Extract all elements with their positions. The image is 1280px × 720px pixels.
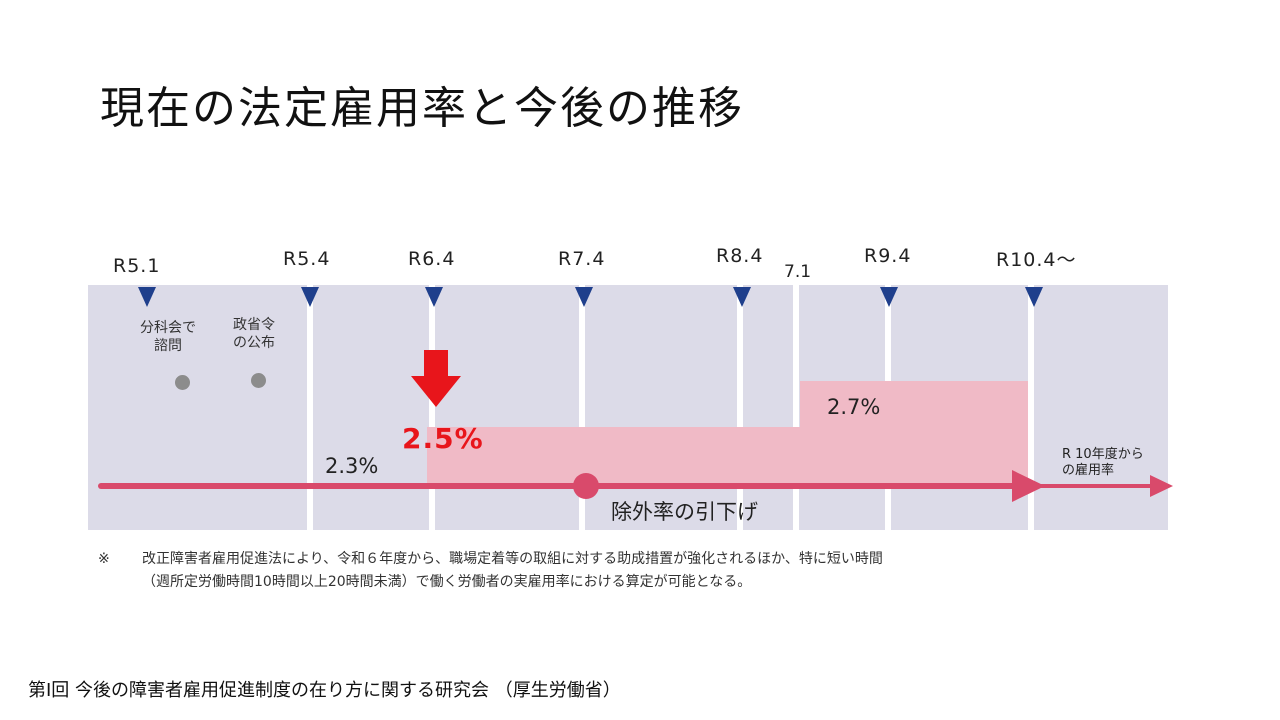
rate-area-2-5	[427, 427, 1028, 485]
separator-7-1	[793, 285, 799, 530]
footnote-mark: ※	[98, 551, 110, 567]
separator-r10-4	[1028, 285, 1034, 530]
footnote-line-1: 改正障害者雇用促進法により、令和６年度から、職場定着等の取組に対する助成措置が強…	[142, 551, 883, 567]
separator-r8-4	[737, 285, 743, 530]
date-label-r8-4: R8.4	[716, 245, 764, 267]
after-r10-label: R 10年度から の雇用率	[1062, 447, 1144, 479]
rate-label-r8: 2.7%	[827, 395, 881, 419]
rate-label-r6: 2.5%	[402, 422, 484, 455]
after-r10-line: の雇用率	[1062, 463, 1115, 478]
rate-label-current: 2.3%	[325, 454, 379, 478]
source-citation: 第Ⅰ回 今後の障害者雇用促進制度の在り方に関する研究会 （厚生労働省）	[28, 680, 621, 701]
slide-title: 現在の法定雇用率と今後の推移	[100, 83, 744, 134]
timeline-panel	[88, 285, 1168, 530]
separator-r5-4	[307, 285, 313, 530]
marker-r9-4-icon	[880, 287, 898, 307]
marker-r7-4-icon	[575, 287, 593, 307]
footnote-line-2: （週所定労働時間10時間以上20時間未満）で働く労働者の実雇用率における算定が可…	[142, 574, 752, 590]
marker-r6-4-icon	[425, 287, 443, 307]
event-note-promulgation: 政省令 の公布	[233, 316, 275, 352]
marker-r8-4-icon	[733, 287, 751, 307]
event-note-line: の公布	[233, 335, 275, 351]
separator-r7-4	[579, 285, 585, 530]
event-note-line: 分科会で	[140, 320, 196, 336]
marker-r5-4-icon	[301, 287, 319, 307]
footnote: ※ 改正障害者雇用促進法により、令和６年度から、職場定着等の取組に対する助成措置が…	[98, 548, 883, 594]
marker-r10-4-icon	[1025, 287, 1043, 307]
date-label-r10-4: R10.4～	[996, 249, 1077, 271]
marker-r5-1-icon	[138, 287, 156, 307]
event-note-line: 諮問	[154, 338, 182, 354]
date-label-r7-4: R7.4	[558, 248, 606, 270]
date-label-r5-4: R5.4	[283, 248, 331, 270]
event-dot-consultation	[175, 375, 190, 390]
exclusion-rate-label: 除外率の引下げ	[611, 500, 758, 524]
event-note-line: 政省令	[233, 317, 275, 333]
date-label-r9-4: R9.4	[864, 245, 912, 267]
rate-area-2-7	[800, 381, 1028, 429]
date-label-7-1: 7.1	[784, 262, 812, 282]
date-label-r6-4: R6.4	[408, 248, 456, 270]
red-down-arrow-icon	[411, 350, 461, 407]
date-label-r5-1: R5.1	[113, 255, 161, 277]
event-dot-promulgation	[251, 373, 266, 388]
separator-r6-4	[429, 285, 435, 530]
after-r10-line: R 10年度から	[1062, 447, 1144, 462]
timeline-arrow	[98, 470, 1173, 502]
event-note-consultation: 分科会で 諮問	[140, 319, 196, 355]
